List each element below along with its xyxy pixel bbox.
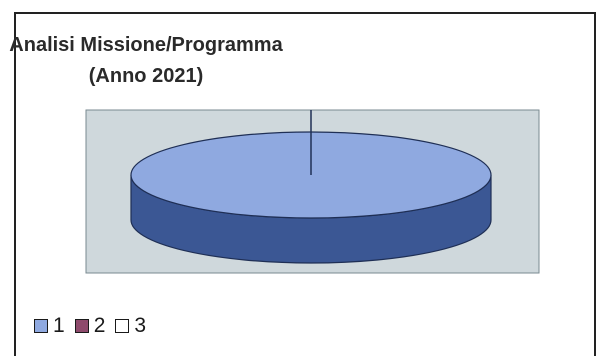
legend-swatch-1 — [34, 319, 48, 333]
legend-swatch-3 — [115, 319, 130, 333]
chart-title-line-2: (Anno 2021) — [88, 65, 204, 87]
legend-label-3: 3 — [134, 314, 147, 337]
legend: 1 2 3 — [34, 314, 156, 338]
legend-label-2: 2 — [93, 314, 106, 337]
legend-swatch-2 — [74, 319, 89, 333]
legend-item-1: 1 — [34, 314, 65, 338]
legend-item-2: 2 — [74, 314, 106, 338]
legend-label-1: 1 — [53, 314, 65, 337]
legend-item-3: 3 — [115, 314, 146, 338]
pie-group — [130, 110, 492, 264]
chart-title-line-1: Analisi Missione/Programma — [9, 34, 283, 56]
